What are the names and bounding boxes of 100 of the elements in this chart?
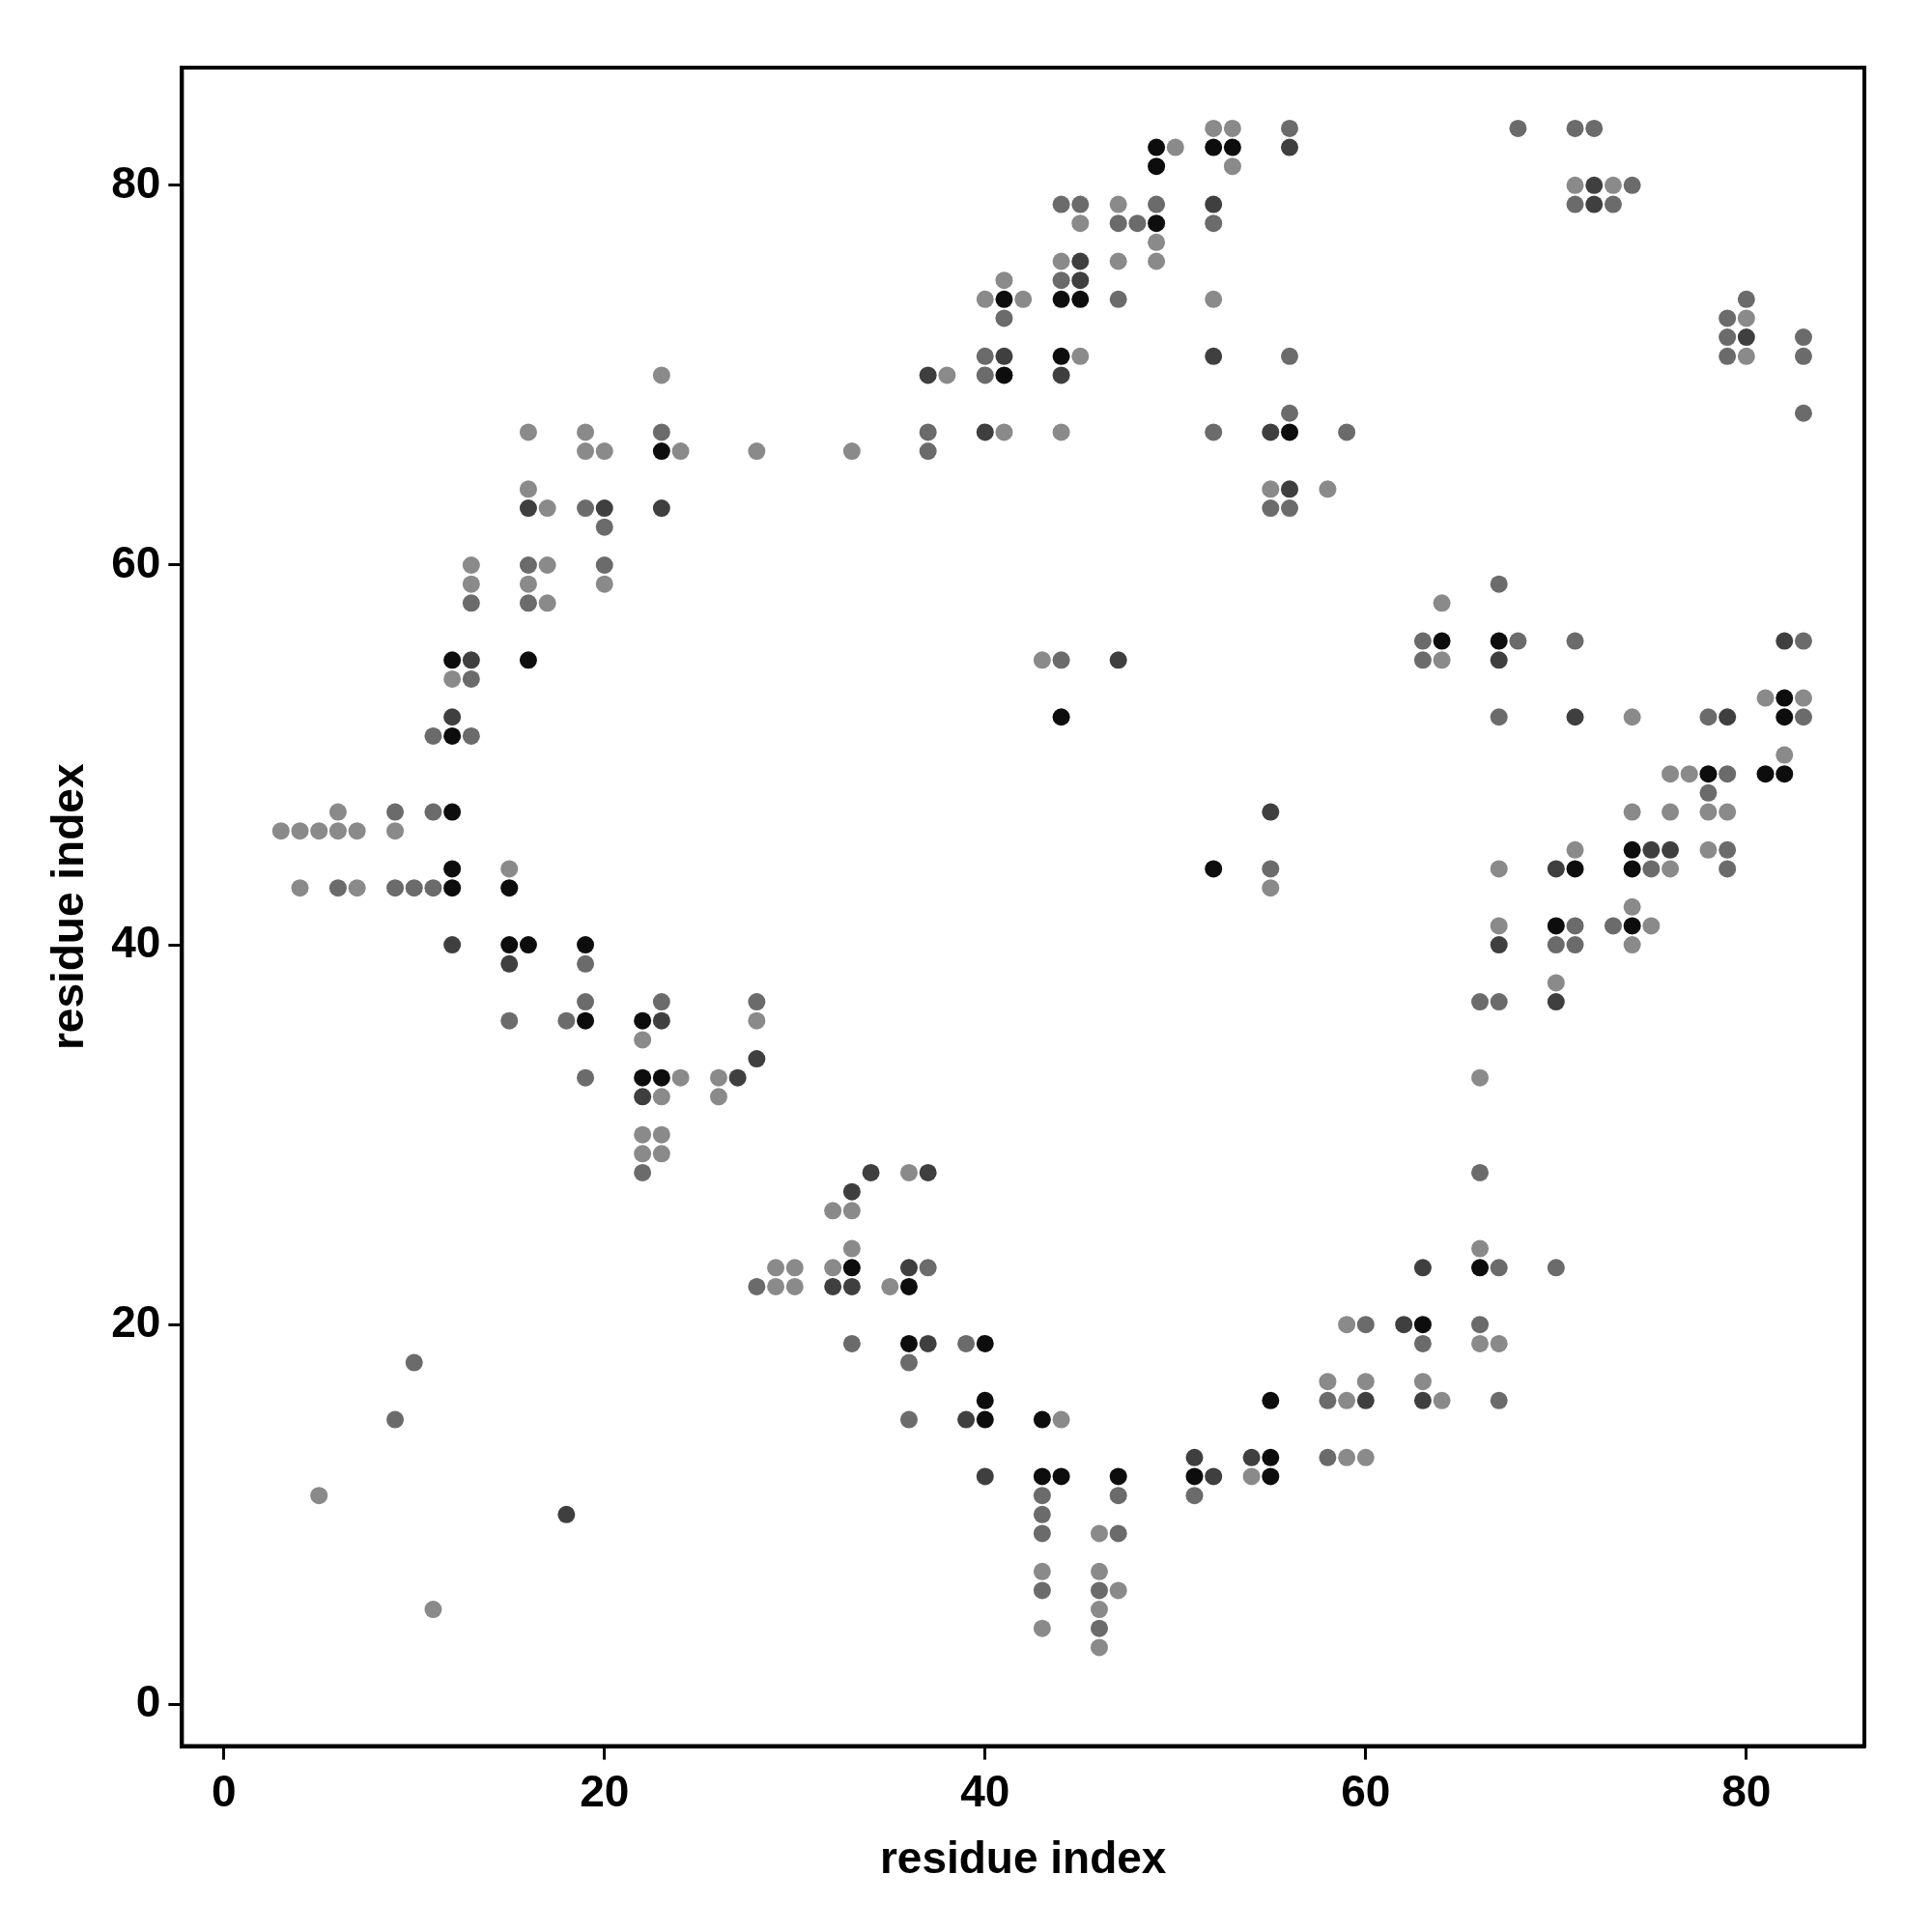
- point: [1547, 917, 1565, 935]
- point: [634, 1011, 652, 1030]
- point: [1148, 157, 1166, 176]
- point: [1109, 651, 1127, 669]
- point: [976, 1391, 994, 1409]
- point: [1148, 214, 1166, 233]
- point: [1413, 1316, 1432, 1334]
- point: [652, 499, 670, 518]
- point: [1033, 1410, 1051, 1429]
- point: [443, 726, 462, 745]
- point: [519, 936, 537, 954]
- point: [1623, 917, 1641, 935]
- point: [1776, 765, 1794, 783]
- y-tick-label: 0: [135, 1676, 161, 1727]
- y-tick-label: 20: [111, 1295, 161, 1347]
- x-tick-label: 0: [211, 1765, 237, 1816]
- point: [1052, 290, 1070, 308]
- x-tick-label: 80: [1721, 1765, 1772, 1816]
- point: [1699, 765, 1718, 783]
- point: [824, 1277, 842, 1295]
- point: [519, 499, 537, 518]
- point: [652, 1011, 670, 1030]
- point: [577, 936, 595, 954]
- point: [443, 803, 462, 821]
- point: [899, 1277, 918, 1295]
- point: [976, 1467, 994, 1486]
- point: [1262, 1467, 1280, 1486]
- point: [1262, 1448, 1280, 1466]
- point: [443, 708, 462, 726]
- point: [1052, 708, 1070, 726]
- point: [1433, 632, 1451, 650]
- point: [1109, 1467, 1127, 1486]
- point: [1547, 860, 1565, 878]
- point: [1052, 347, 1070, 365]
- point: [1395, 1316, 1413, 1334]
- point: [1071, 290, 1090, 308]
- point: [1185, 1467, 1204, 1486]
- point: [995, 347, 1013, 365]
- point: [443, 860, 462, 878]
- point: [462, 651, 480, 669]
- point: [919, 1334, 937, 1352]
- point: [1776, 708, 1794, 726]
- y-tick-label: 60: [111, 536, 161, 587]
- point: [1205, 860, 1223, 878]
- point: [1490, 936, 1508, 954]
- point: [443, 879, 462, 897]
- point: [1185, 1448, 1204, 1466]
- point: [1205, 1467, 1223, 1486]
- point: [1776, 632, 1794, 650]
- point: [1566, 708, 1584, 726]
- point: [443, 936, 462, 954]
- point: [1205, 347, 1223, 365]
- point: [652, 1068, 670, 1087]
- point: [1547, 993, 1565, 1011]
- point: [728, 1068, 747, 1087]
- point: [976, 1410, 994, 1429]
- point: [1071, 271, 1090, 290]
- point: [634, 1088, 652, 1106]
- point: [500, 936, 519, 954]
- x-tick-label: 40: [960, 1765, 1010, 1816]
- point: [1223, 138, 1241, 156]
- point: [995, 366, 1013, 384]
- y-tick-label: 80: [111, 156, 161, 208]
- point: [500, 954, 519, 973]
- point: [1413, 1259, 1432, 1277]
- point: [862, 1163, 880, 1181]
- point: [957, 1410, 976, 1429]
- point: [1356, 1391, 1375, 1409]
- point: [1719, 708, 1737, 726]
- point: [1776, 689, 1794, 707]
- point: [1242, 1448, 1261, 1466]
- point: [1262, 1391, 1280, 1409]
- point: [1471, 1259, 1490, 1277]
- point: [1071, 252, 1090, 270]
- point: [557, 1505, 576, 1523]
- point: [1033, 1467, 1051, 1486]
- point: [1623, 860, 1641, 878]
- point: [842, 1259, 861, 1277]
- point: [634, 1068, 652, 1087]
- x-tick-label: 60: [1341, 1765, 1391, 1816]
- point: [1642, 840, 1661, 859]
- point: [842, 1277, 861, 1295]
- point: [652, 442, 670, 461]
- point: [976, 1334, 994, 1352]
- x-tick-label: 20: [580, 1765, 630, 1816]
- point: [919, 366, 937, 384]
- point: [1281, 480, 1299, 498]
- point: [1413, 1391, 1432, 1409]
- point: [1662, 840, 1680, 859]
- point: [1585, 176, 1604, 194]
- point: [519, 651, 537, 669]
- point: [1756, 765, 1775, 783]
- point: [1623, 840, 1641, 859]
- point: [1585, 195, 1604, 213]
- point: [1052, 366, 1070, 384]
- point: [500, 879, 519, 897]
- point: [899, 1259, 918, 1277]
- point: [595, 499, 613, 518]
- point: [443, 651, 462, 669]
- point: [1205, 138, 1223, 156]
